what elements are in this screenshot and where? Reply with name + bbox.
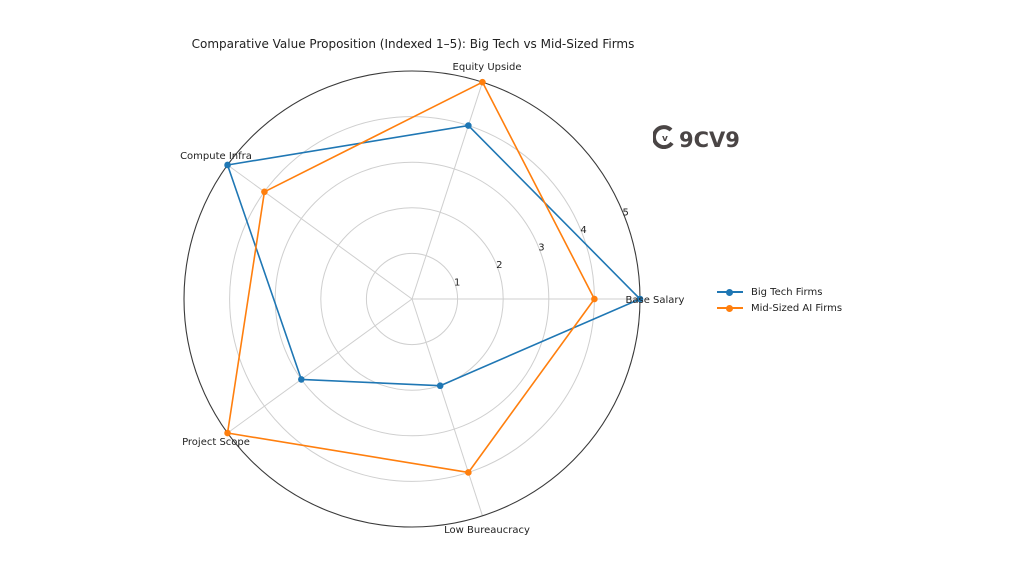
data-point: [298, 376, 305, 383]
category-label: Low Bureaucracy: [444, 525, 530, 536]
legend-label: Mid-Sized AI Firms: [751, 302, 843, 314]
logo-icon: v: [651, 125, 677, 150]
data-point: [591, 295, 598, 303]
data-point: [465, 122, 472, 129]
radial-tick-label: 2: [496, 260, 502, 271]
legend-item-big-tech: Big Tech Firms: [717, 284, 842, 300]
legend-marker-icon: [717, 303, 743, 313]
grid-spoke: [227, 164, 413, 300]
legend-item-mid-sized: Mid-Sized AI Firms: [717, 300, 842, 316]
legend-label: Big Tech Firms: [751, 286, 823, 298]
category-label: Equity Upside: [453, 62, 522, 73]
legend-marker-icon: [717, 287, 743, 297]
category-label: Base Salary: [626, 295, 685, 306]
data-point: [261, 188, 268, 196]
data-point: [636, 295, 644, 303]
logo-text: 9CV9: [679, 128, 740, 152]
grid: [183, 70, 641, 528]
radial-tick-label: 3: [538, 243, 544, 254]
series-line: [226, 124, 641, 387]
grid-spoke: [227, 298, 413, 434]
data-point: [479, 78, 486, 86]
legend: Big Tech Firms Mid-Sized AI Firms: [717, 284, 842, 316]
radial-tick-label: 5: [622, 208, 628, 219]
data-point: [224, 161, 231, 169]
watermark-logo: v 9CV9: [651, 122, 740, 152]
data-point: [465, 469, 472, 476]
data-point: [436, 382, 444, 390]
axis-labels: 1 2 3 4 5 Base Salary Equity Upside Compute Inf…: [180, 62, 684, 536]
category-label: Project Scope: [182, 437, 250, 448]
data-point: [224, 429, 231, 437]
chart-title: Comparative Value Proposition (Indexed 1…: [191, 37, 635, 51]
radial-tick-label: 1: [454, 278, 460, 289]
data-series: [224, 78, 644, 476]
series-line: [226, 81, 596, 474]
grid-spoke: [411, 82, 483, 300]
radial-tick-label: 4: [580, 225, 586, 236]
category-label: Compute Infra: [180, 151, 252, 162]
grid-spoke: [411, 298, 483, 516]
svg-text:v: v: [662, 134, 668, 144]
